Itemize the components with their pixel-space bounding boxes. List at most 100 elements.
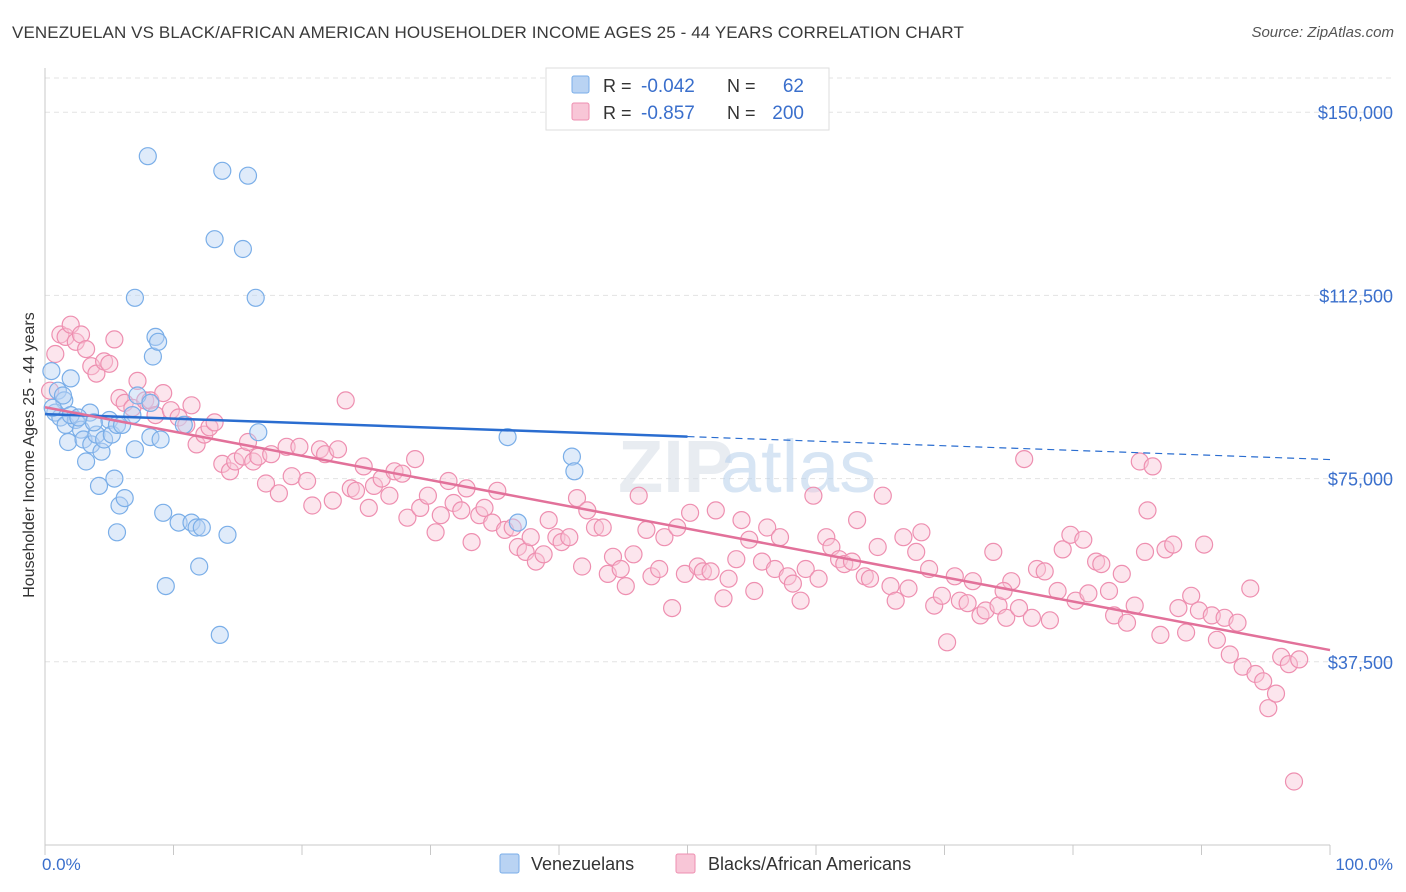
black-point-44	[310, 440, 330, 459]
black-point-153	[1009, 598, 1029, 618]
black-point-197	[1290, 650, 1309, 669]
black-point-48	[336, 391, 355, 410]
stats-n-label-black: N =	[727, 103, 756, 123]
black-point-160	[1053, 540, 1072, 559]
stats-r-label-black: R =	[603, 103, 632, 123]
black-point-187	[1228, 613, 1247, 632]
black-point-112	[745, 581, 764, 601]
black-point-62	[426, 523, 445, 542]
black-point-137	[907, 542, 926, 562]
black-point-182	[1194, 535, 1214, 554]
black-point-116	[770, 528, 790, 547]
black-point-169	[1112, 564, 1131, 584]
black-point-118	[783, 574, 803, 593]
stats-legend-box	[545, 67, 830, 131]
black-point-142	[937, 633, 957, 652]
venezuelan-point-36	[156, 576, 175, 596]
venezuelan-point-51	[125, 288, 144, 307]
black-point-70	[475, 498, 494, 517]
black-point-79	[534, 545, 553, 564]
black-point-175	[1151, 625, 1170, 645]
black-point-189	[1241, 579, 1260, 598]
black-point-130	[860, 569, 880, 588]
black-point-134	[886, 591, 905, 610]
black-point-12	[105, 330, 124, 349]
black-point-93	[624, 545, 643, 564]
black-point-78	[526, 552, 546, 571]
black-point-66	[452, 501, 471, 520]
black-point-166	[1092, 554, 1111, 574]
y-tick-labels: $37,500 $75,000 $112,500 $150,000	[1318, 103, 1393, 673]
black-point-192	[1259, 699, 1278, 718]
black-point-135	[894, 528, 913, 547]
black-point-110	[732, 510, 751, 530]
black-point-64	[439, 471, 458, 491]
venezuelan-point-3	[61, 369, 80, 388]
venezuelan-point-61	[565, 462, 584, 481]
black-point-180	[1182, 586, 1201, 605]
black-point-97	[650, 559, 669, 579]
black-point-88	[593, 518, 612, 537]
axes	[44, 68, 1331, 855]
venezuelan-point-42	[192, 518, 211, 537]
black-point-140	[925, 596, 944, 615]
black-point-1	[46, 344, 65, 364]
black-point-143	[945, 567, 964, 586]
black-point-85	[572, 557, 592, 576]
black-point-104	[693, 562, 713, 581]
venezuelan-point-21	[105, 469, 124, 488]
black-point-63	[431, 506, 450, 525]
black-point-91	[611, 559, 630, 579]
black-point-65	[444, 493, 463, 513]
black-point-42	[298, 471, 317, 491]
venezuelan-point-7	[58, 432, 78, 452]
black-point-179	[1176, 623, 1196, 642]
venezuelan-point-47	[233, 239, 252, 259]
black-point-28	[205, 413, 224, 432]
venezuelan-point-45	[213, 161, 232, 180]
black-point-198	[1135, 542, 1155, 562]
black-point-38	[269, 484, 288, 503]
black-point-80	[539, 510, 558, 530]
black-point-105	[701, 562, 720, 581]
black-point-11	[100, 354, 119, 373]
venezuelan-point-39	[182, 513, 201, 532]
venezuelan-point-20	[89, 476, 109, 495]
stats-legend: R = -0.042 N = 62 R = -0.857 N = 200	[545, 67, 830, 131]
black-point-158	[1040, 611, 1060, 630]
black-point-55	[380, 486, 399, 505]
venezuelan-point-27	[125, 440, 144, 459]
venezuelan-point-48	[238, 166, 258, 185]
black-point-20	[154, 384, 173, 403]
black-point-132	[873, 486, 892, 505]
black-point-53	[364, 476, 384, 495]
black-point-50	[346, 481, 366, 500]
black-point-77	[521, 528, 540, 547]
black-point-7	[76, 340, 96, 359]
black-point-122	[809, 569, 828, 588]
venezuelan-point-46	[218, 525, 237, 544]
venezuelan-point-24	[107, 523, 127, 542]
black-point-41	[290, 437, 309, 456]
black-point-83	[560, 528, 579, 547]
legend-label-venezuelans: Venezuelans	[531, 854, 634, 874]
black-point-36	[256, 474, 276, 493]
venezuelan-point-37	[169, 513, 188, 532]
venezuelan-point-58	[498, 428, 517, 447]
y-axis-label: Householder Income Ages 25 - 44 years	[21, 312, 38, 598]
black-point-46	[323, 491, 342, 510]
black-point-194	[1272, 647, 1291, 667]
black-point-173	[1138, 501, 1157, 520]
venezuelan-point-32	[149, 332, 168, 351]
black-point-131	[868, 537, 887, 557]
black-point-107	[714, 589, 733, 608]
black-point-106	[706, 501, 725, 520]
venezuelan-point-41	[190, 557, 209, 576]
black-point-95	[637, 520, 656, 540]
venezuelan-point-35	[154, 503, 173, 522]
black-trend-line	[44, 406, 1331, 652]
black-point-184	[1207, 630, 1227, 649]
stats-r-value-black: -0.857	[641, 103, 695, 124]
chart-title: VENEZUELAN VS BLACK/AFRICAN AMERICAN HOU…	[12, 23, 964, 42]
